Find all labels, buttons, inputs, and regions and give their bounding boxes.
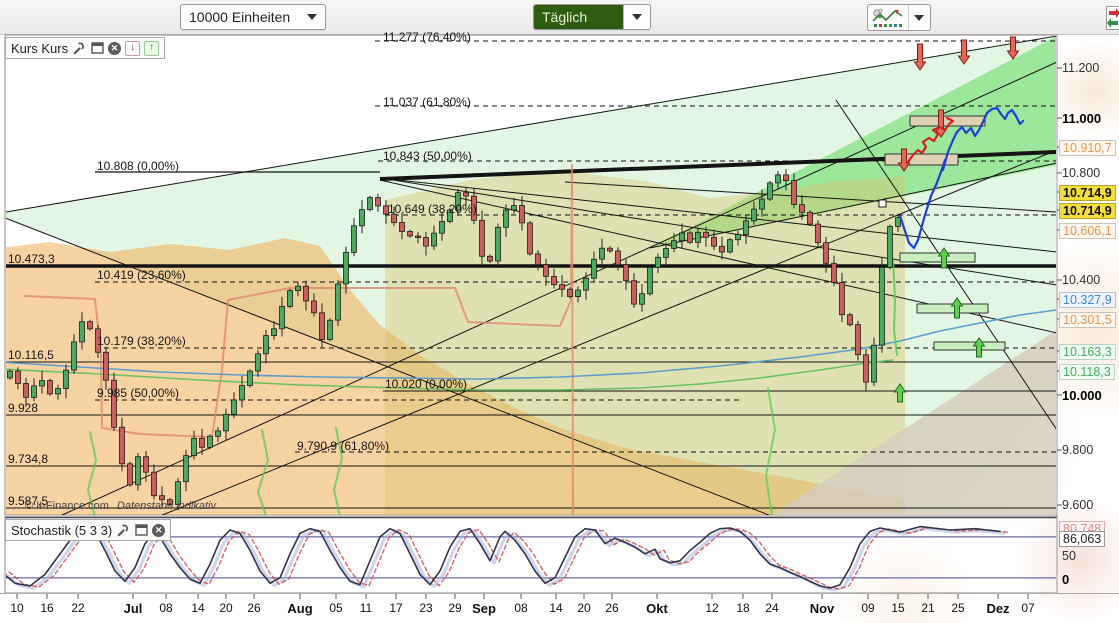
move-down-icon[interactable]: ↓	[125, 40, 141, 56]
kurs-panel-header: Kurs Kurs ✕ ↓ ↑	[5, 37, 166, 59]
close-icon[interactable]: ✕	[108, 41, 122, 55]
kurs-panel-title: Kurs Kurs	[11, 40, 69, 56]
wrench-icon[interactable]	[116, 523, 130, 537]
move-up-icon[interactable]: ↑	[144, 40, 160, 56]
stochastik-panel-title: Stochastik (5 3 3)	[11, 522, 113, 538]
cloud-polygons	[6, 36, 1056, 515]
stochastic-plot	[6, 525, 1056, 592]
wrench-icon[interactable]	[72, 41, 86, 55]
candlesticks	[7, 169, 901, 511]
watermark-text: © II-Finance.com Datenstand indikativ	[25, 500, 216, 512]
window-icon[interactable]	[90, 41, 104, 55]
close-icon[interactable]: ✕	[152, 523, 166, 537]
stochastik-panel-header: Stochastik (5 3 3) ✕	[5, 519, 172, 541]
window-icon[interactable]	[134, 523, 148, 537]
